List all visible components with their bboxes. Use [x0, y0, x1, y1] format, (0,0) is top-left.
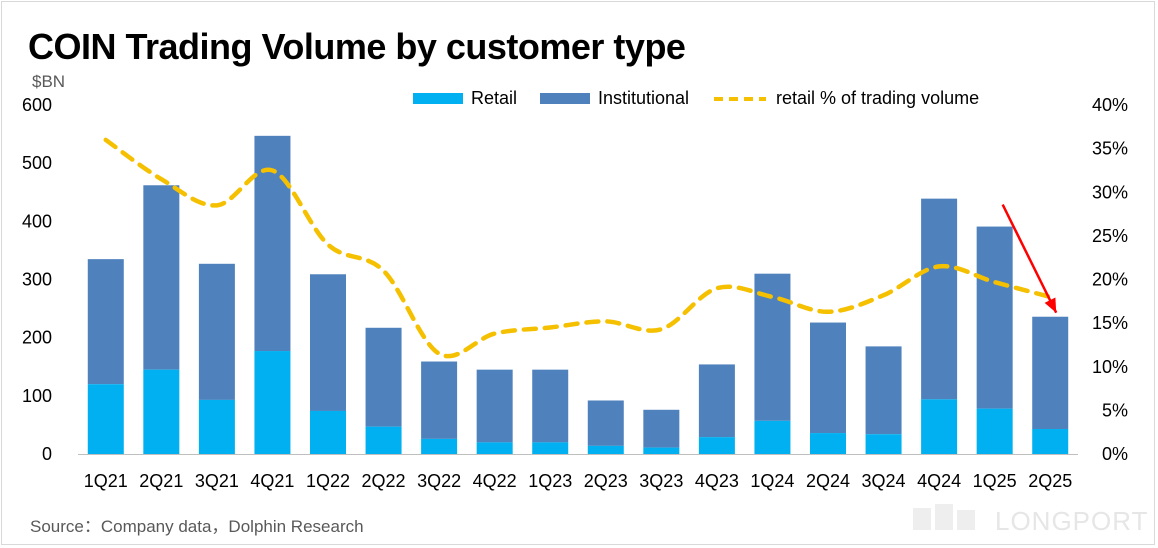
x-tick-label: 4Q21 [250, 471, 294, 491]
bar-retail [587, 445, 624, 454]
x-tick-label: 3Q23 [639, 471, 683, 491]
x-tick-label: 1Q22 [306, 471, 350, 491]
y-left-tick-label: 100 [22, 386, 52, 406]
x-tick-label: 4Q22 [473, 471, 517, 491]
y-right-tick-label: 15% [1092, 313, 1128, 333]
watermark-brand: LONGPORT [995, 506, 1149, 536]
bar-institutional [532, 369, 569, 443]
bar-retail [698, 437, 735, 454]
bar-institutional [643, 409, 680, 448]
bar-institutional [476, 369, 513, 443]
x-tick-label: 1Q24 [750, 471, 794, 491]
y-left-tick-label: 500 [22, 153, 52, 173]
y-axis-unit-label: $BN [32, 72, 66, 91]
x-tick-label: 1Q21 [84, 471, 128, 491]
bar-retail [810, 433, 846, 454]
bar-institutional [87, 259, 124, 385]
x-axis-labels: 1Q21 2Q21 3Q21 4Q21 1Q22 2Q22 3Q22 4Q22 1Q23 2Q23… [84, 471, 1072, 491]
x-tick-label: 4Q23 [695, 471, 739, 491]
annotation-arrow-shaft [1001, 204, 1058, 314]
source-note: Source：Company data，Dolphin Research [30, 517, 364, 536]
y-right-tick-label: 0% [1102, 444, 1128, 464]
y-left-tick-label: 300 [22, 270, 52, 290]
watermark-logo-icon [913, 504, 975, 530]
legend-item-institutional: Institutional [540, 88, 689, 109]
x-tick-label: 3Q21 [195, 471, 239, 491]
retail-pct-line [103, 137, 1053, 359]
y-left-tick-label: 0 [42, 444, 52, 464]
bar-retail [976, 408, 1013, 454]
x-tick-label: 2Q22 [362, 471, 406, 491]
y-left-tick-label: 200 [22, 328, 52, 348]
y-right-tick-label: 40% [1092, 95, 1128, 115]
bar-institutional [587, 400, 624, 446]
legend-item-retail-pct: retail % of trading volume [712, 88, 979, 109]
x-tick-label: 2Q23 [584, 471, 628, 491]
bar-institutional [198, 263, 235, 400]
bar-retail [476, 442, 513, 454]
bar-institutional [365, 327, 402, 427]
x-tick-label: 3Q22 [417, 471, 461, 491]
y-left-tick-label: 600 [22, 95, 52, 115]
bar-series [87, 135, 1069, 454]
y-right-tick-label: 10% [1092, 357, 1128, 377]
bar-institutional [865, 346, 902, 435]
legend-label-retail-pct: retail % of trading volume [776, 88, 980, 108]
bar-retail [1032, 428, 1069, 454]
legend-item-retail: Retail [413, 88, 517, 109]
y-right-tick-label: 20% [1092, 270, 1128, 290]
x-tick-label: 2Q21 [139, 471, 183, 491]
x-tick-label: 2Q24 [806, 471, 850, 491]
bar-retail [421, 438, 458, 454]
bar-institutional [1032, 316, 1069, 429]
bar-retail [754, 420, 791, 454]
bar-institutional [143, 185, 180, 370]
annotation-arrow-head [1044, 297, 1057, 313]
y-right-tick-label: 35% [1092, 139, 1128, 159]
legend-label-retail: Retail [471, 88, 518, 108]
bar-retail [198, 399, 235, 454]
bar-retail [532, 442, 569, 454]
bar-retail [310, 410, 346, 454]
bar-institutional [921, 198, 958, 400]
y-left-tick-label: 400 [22, 211, 52, 231]
bar-retail [921, 399, 958, 454]
bar-institutional [421, 361, 458, 439]
y-axis-right: 0% 5% 10% 15% 20% 25% 30% 35% 40% [1092, 95, 1128, 464]
y-right-tick-label: 25% [1092, 226, 1128, 246]
bar-retail [254, 351, 291, 454]
bar-retail [643, 447, 680, 454]
x-tick-label: 1Q25 [973, 471, 1017, 491]
x-tick-label: 3Q24 [862, 471, 906, 491]
legend-swatch-institutional [540, 93, 590, 104]
bar-retail [365, 426, 402, 454]
x-tick-label: 1Q23 [528, 471, 572, 491]
x-tick-label: 2Q25 [1028, 471, 1072, 491]
y-right-tick-label: 30% [1092, 182, 1128, 202]
bar-institutional [698, 364, 735, 438]
bar-institutional [810, 322, 846, 434]
annotation-arrow [1001, 204, 1058, 314]
chart-title: COIN Trading Volume by customer type [28, 26, 686, 67]
y-axis-left: 0 100 200 300 400 500 600 [22, 95, 52, 464]
bar-retail [143, 369, 180, 454]
bar-retail [87, 384, 124, 454]
legend-label-institutional: Institutional [598, 88, 690, 108]
y-right-tick-label: 5% [1102, 400, 1128, 420]
x-tick-label: 4Q24 [917, 471, 961, 491]
legend-swatch-retail [413, 93, 463, 104]
bar-retail [865, 434, 902, 454]
bar-institutional [976, 226, 1013, 409]
legend-swatch-retail-pct [714, 96, 766, 101]
bar-institutional [310, 274, 346, 411]
